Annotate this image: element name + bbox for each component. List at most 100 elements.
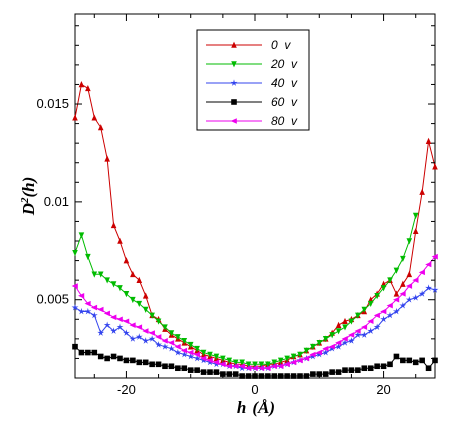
data-point xyxy=(226,357,233,364)
data-point xyxy=(329,369,335,375)
series-1 xyxy=(72,212,419,368)
legend-marker xyxy=(230,118,237,124)
legend-marker xyxy=(231,61,237,68)
data-point xyxy=(405,296,413,303)
data-point xyxy=(78,81,85,88)
data-point xyxy=(136,359,143,366)
data-point xyxy=(207,351,213,358)
data-point xyxy=(162,324,168,331)
data-point xyxy=(200,356,207,364)
data-point xyxy=(206,357,213,364)
data-point xyxy=(380,308,387,315)
data-point xyxy=(406,238,413,245)
data-point xyxy=(270,363,278,370)
data-point xyxy=(168,339,175,346)
data-point xyxy=(425,137,432,144)
data-point xyxy=(200,355,207,362)
data-point xyxy=(85,349,91,356)
data-point xyxy=(432,163,438,170)
data-point xyxy=(207,369,213,375)
data-point xyxy=(161,343,169,350)
data-point xyxy=(239,373,245,379)
data-point xyxy=(136,300,143,308)
data-point xyxy=(373,323,381,331)
data-point xyxy=(354,331,362,338)
data-point xyxy=(315,349,323,356)
data-point xyxy=(149,312,155,319)
data-point xyxy=(400,357,406,364)
data-point xyxy=(361,306,368,313)
data-point xyxy=(90,304,98,311)
data-point xyxy=(180,350,188,358)
data-point xyxy=(187,341,194,349)
data-point xyxy=(309,351,316,358)
data-point xyxy=(194,345,200,353)
data-point xyxy=(342,324,348,331)
data-point xyxy=(412,212,419,219)
data-point xyxy=(72,249,78,257)
data-point xyxy=(142,306,149,313)
legend-marker xyxy=(231,41,237,48)
data-point xyxy=(174,348,182,356)
data-point xyxy=(200,349,207,356)
series-4 xyxy=(71,253,438,372)
legend-marker xyxy=(231,99,237,105)
data-point xyxy=(328,345,336,352)
data-point xyxy=(206,358,214,366)
y-tick-label: 0.015 xyxy=(36,96,69,111)
data-point xyxy=(348,367,355,373)
data-point xyxy=(104,155,110,162)
data-point xyxy=(84,300,91,307)
data-point xyxy=(232,359,239,366)
data-point xyxy=(225,363,233,370)
data-point xyxy=(354,328,361,334)
y-tick-label: 0.01 xyxy=(44,194,69,209)
x-tick-label: 0 xyxy=(251,382,258,397)
data-point xyxy=(162,363,168,370)
data-point xyxy=(91,349,98,356)
data-point xyxy=(117,285,123,292)
data-point xyxy=(110,314,117,321)
data-point xyxy=(405,283,413,289)
data-point xyxy=(181,338,188,345)
data-point xyxy=(360,331,368,338)
data-point xyxy=(155,318,162,325)
data-point xyxy=(219,361,226,368)
data-point xyxy=(129,335,137,342)
data-point xyxy=(187,367,194,373)
data-point xyxy=(155,341,162,348)
data-point xyxy=(277,363,284,370)
data-point xyxy=(142,292,149,299)
data-point xyxy=(322,345,329,352)
data-point xyxy=(335,339,342,346)
data-point xyxy=(180,347,188,354)
data-point xyxy=(110,281,117,288)
data-point xyxy=(310,343,316,351)
data-point xyxy=(213,360,220,368)
data-point xyxy=(386,311,394,319)
data-point xyxy=(432,357,438,364)
data-point xyxy=(412,227,419,235)
series-line xyxy=(74,256,436,369)
data-point xyxy=(252,361,258,368)
data-point xyxy=(194,367,200,373)
data-point xyxy=(245,373,252,379)
legend-box xyxy=(196,29,310,131)
data-point xyxy=(117,237,123,244)
data-point xyxy=(297,373,303,379)
data-point xyxy=(393,353,400,360)
data-point xyxy=(348,332,355,338)
data-point xyxy=(419,188,425,195)
data-point xyxy=(245,361,252,368)
data-point xyxy=(238,363,245,370)
data-point xyxy=(367,327,375,334)
data-point xyxy=(271,359,278,366)
y-axis-title-sup: 2 xyxy=(19,197,31,204)
data-point xyxy=(431,286,439,293)
data-point xyxy=(123,291,130,298)
data-point xyxy=(97,124,104,131)
data-point xyxy=(97,306,104,313)
data-point xyxy=(84,307,92,315)
series-line xyxy=(74,215,417,365)
